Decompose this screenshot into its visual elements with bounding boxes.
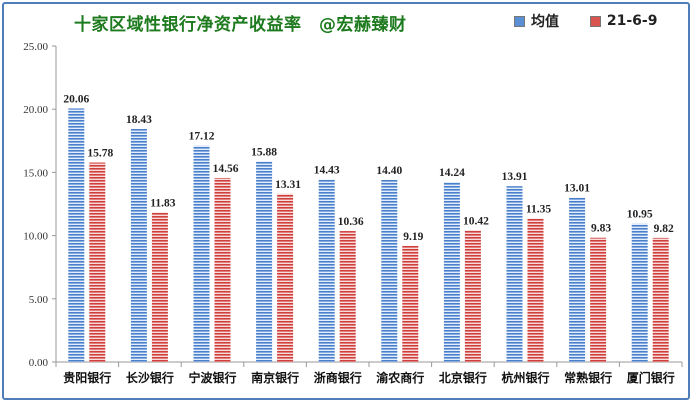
x-category-label: 长沙银行	[126, 370, 174, 385]
data-label-series-1: 14.43	[314, 165, 340, 177]
x-category-label: 厦门银行	[627, 370, 675, 385]
bar-series-2	[652, 237, 669, 362]
data-label-series-2: 9.82	[654, 223, 674, 235]
legend-item-series-1: 均值	[514, 11, 559, 31]
y-tick-label: 10.00	[23, 231, 48, 243]
bar-series-2	[89, 162, 106, 362]
y-tick-label: 15.00	[23, 167, 48, 179]
x-category-label: 常熟银行	[564, 370, 612, 385]
bar-series-2	[464, 230, 481, 362]
x-category-label: 杭州银行	[501, 370, 549, 385]
bar-series-2	[214, 177, 231, 362]
data-label-series-2: 9.19	[403, 231, 423, 243]
bar-series-1	[130, 129, 147, 362]
x-category-label: 浙商银行	[314, 370, 362, 385]
bar-series-1	[381, 179, 398, 362]
bar-series-2	[402, 245, 419, 362]
bar-series-1	[631, 223, 648, 362]
x-category-label: 贵阳银行	[63, 370, 111, 385]
x-category-label: 南京银行	[251, 370, 299, 385]
y-tick-label: 20.00	[23, 104, 48, 116]
chart-title: 十家区域性银行净资产收益率 @宏赫臻财	[74, 15, 407, 35]
bar-series-1	[193, 145, 210, 362]
data-label-series-1: 15.88	[251, 146, 277, 158]
data-label-series-2: 10.36	[338, 216, 364, 228]
data-label-series-1: 20.06	[63, 93, 89, 105]
bar-series-1	[443, 182, 460, 362]
bar-series-1	[256, 161, 273, 362]
data-label-series-1: 17.12	[189, 131, 215, 143]
data-label-series-2: 14.56	[213, 163, 239, 175]
chart-bars	[68, 108, 669, 363]
bar-series-1	[318, 179, 335, 362]
data-label-series-1: 18.43	[126, 114, 152, 126]
data-label-series-2: 13.31	[275, 179, 301, 191]
y-tick-label: 5.00	[29, 294, 49, 306]
legend-swatch-blue	[514, 15, 525, 27]
bar-series-1	[68, 108, 85, 363]
bar-series-2	[339, 231, 356, 362]
bar-series-1	[569, 197, 586, 362]
bar-series-2	[590, 237, 607, 362]
data-label-series-2: 15.78	[87, 148, 113, 160]
legend-label-series-1: 均值	[531, 14, 559, 30]
bar-series-2	[151, 212, 168, 362]
legend-item-series-2: 21-6-9	[589, 13, 658, 29]
data-label-series-2: 11.83	[150, 197, 175, 209]
legend-label-series-2: 21-6-9	[606, 13, 658, 29]
data-label-series-2: 9.83	[591, 223, 611, 235]
data-label-series-1: 14.24	[439, 167, 465, 179]
data-label-series-2: 10.42	[463, 215, 489, 227]
y-tick-label: 0.00	[29, 357, 49, 369]
data-label-series-1: 13.01	[564, 183, 590, 195]
bar-series-1	[506, 186, 523, 362]
chart-legend: 均值 21-6-9	[514, 11, 683, 31]
legend-swatch-red	[589, 15, 601, 27]
chart-labels: 贵阳银行 长沙银行 宁波银行 南京银行 浙商银行 渝农商行 北京银行 杭州银行 常熟银行 厦门银行…	[63, 93, 674, 385]
x-category-label: 宁波银行	[188, 370, 236, 385]
bar-series-2	[527, 218, 544, 362]
data-label-series-1: 13.91	[502, 171, 528, 183]
data-label-series-1: 14.40	[376, 165, 402, 177]
bar-series-2	[277, 193, 294, 362]
data-label-series-2: 11.35	[526, 204, 551, 216]
x-category-label: 北京银行	[439, 370, 487, 385]
x-category-label: 渝农商行	[376, 370, 424, 385]
y-tick-label: 25.00	[23, 41, 48, 53]
data-label-series-1: 10.95	[627, 209, 653, 221]
